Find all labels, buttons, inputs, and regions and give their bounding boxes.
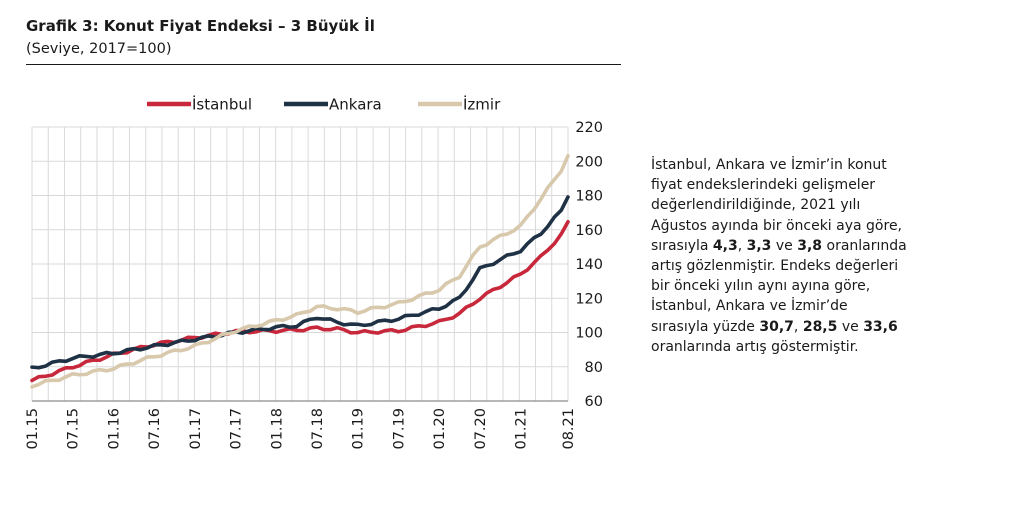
y-tick-label: 120 (575, 291, 603, 307)
x-tick-label: 07.18 (310, 408, 326, 450)
x-tick-label: 01.18 (269, 408, 285, 450)
y-tick-label: 140 (575, 257, 603, 273)
x-tick-label: 01.16 (106, 408, 122, 450)
y-tick-label: 100 (575, 326, 603, 342)
series-lines (30, 153, 570, 389)
x-tick-label: 08.21 (561, 408, 577, 450)
y-tick-label: 80 (585, 360, 603, 376)
x-tick-label: 07.20 (473, 408, 489, 450)
description-highlight: 4,3 (712, 237, 738, 254)
x-tick-label: 01.19 (351, 408, 367, 450)
legend-label: İzmir (463, 95, 501, 114)
description-highlight: 3,3 (746, 237, 772, 254)
description-highlight: 3,8 (797, 237, 823, 254)
chart-description: İstanbul, Ankara ve İzmir’in konut fiyat… (651, 155, 981, 357)
description-text: oranlarında artış göstermiştir. (651, 338, 859, 355)
y-tick-label: 60 (585, 394, 603, 410)
y-axis-ticks: 60 80 100 120 140 160 180 200 220 (575, 120, 603, 410)
x-tick-label: 01.17 (188, 408, 204, 450)
series-line-2 (30, 195, 570, 370)
y-tick-label: 220 (575, 120, 603, 136)
description-text: , (793, 318, 803, 335)
x-axis-ticks: 01.15 07.15 01.16 07.16 01.17 07.17 01.18 07.18… (25, 408, 577, 450)
legend: İstanbul Ankara İzmir (147, 95, 501, 114)
description-highlight: 33,6 (863, 318, 898, 335)
x-tick-label: 01.21 (514, 408, 530, 450)
x-tick-label: 01.20 (432, 408, 448, 450)
x-tick-label: 07.17 (229, 408, 245, 450)
grid (31, 126, 569, 402)
x-tick-label: 07.16 (147, 408, 163, 450)
description-text: İstanbul, Ankara ve İzmir’in konut fiyat… (651, 157, 903, 254)
y-tick-label: 180 (575, 189, 603, 205)
legend-label: İstanbul (192, 95, 252, 114)
y-tick-label: 200 (575, 154, 603, 170)
description-highlight: 28,5 (802, 318, 838, 335)
description-text: oranlarında artış gözlenmiştir. Endeks d… (651, 237, 907, 335)
description-text: ve (771, 237, 798, 254)
x-tick-label: 01.15 (25, 408, 41, 450)
y-tick-label: 160 (575, 223, 603, 239)
chart-subtitle: (Seviye, 2017=100) (26, 41, 172, 57)
description-text: , (737, 237, 747, 254)
title-divider (26, 64, 621, 65)
legend-label: Ankara (329, 96, 382, 114)
x-tick-label: 07.19 (391, 408, 407, 450)
description-text: ve (837, 318, 864, 335)
chart-title: Grafik 3: Konut Fiyat Endeksi – 3 Büyük … (26, 17, 375, 35)
x-tick-label: 07.15 (66, 408, 82, 450)
series-line-3 (30, 153, 570, 389)
description-highlight: 30,7 (759, 318, 794, 335)
